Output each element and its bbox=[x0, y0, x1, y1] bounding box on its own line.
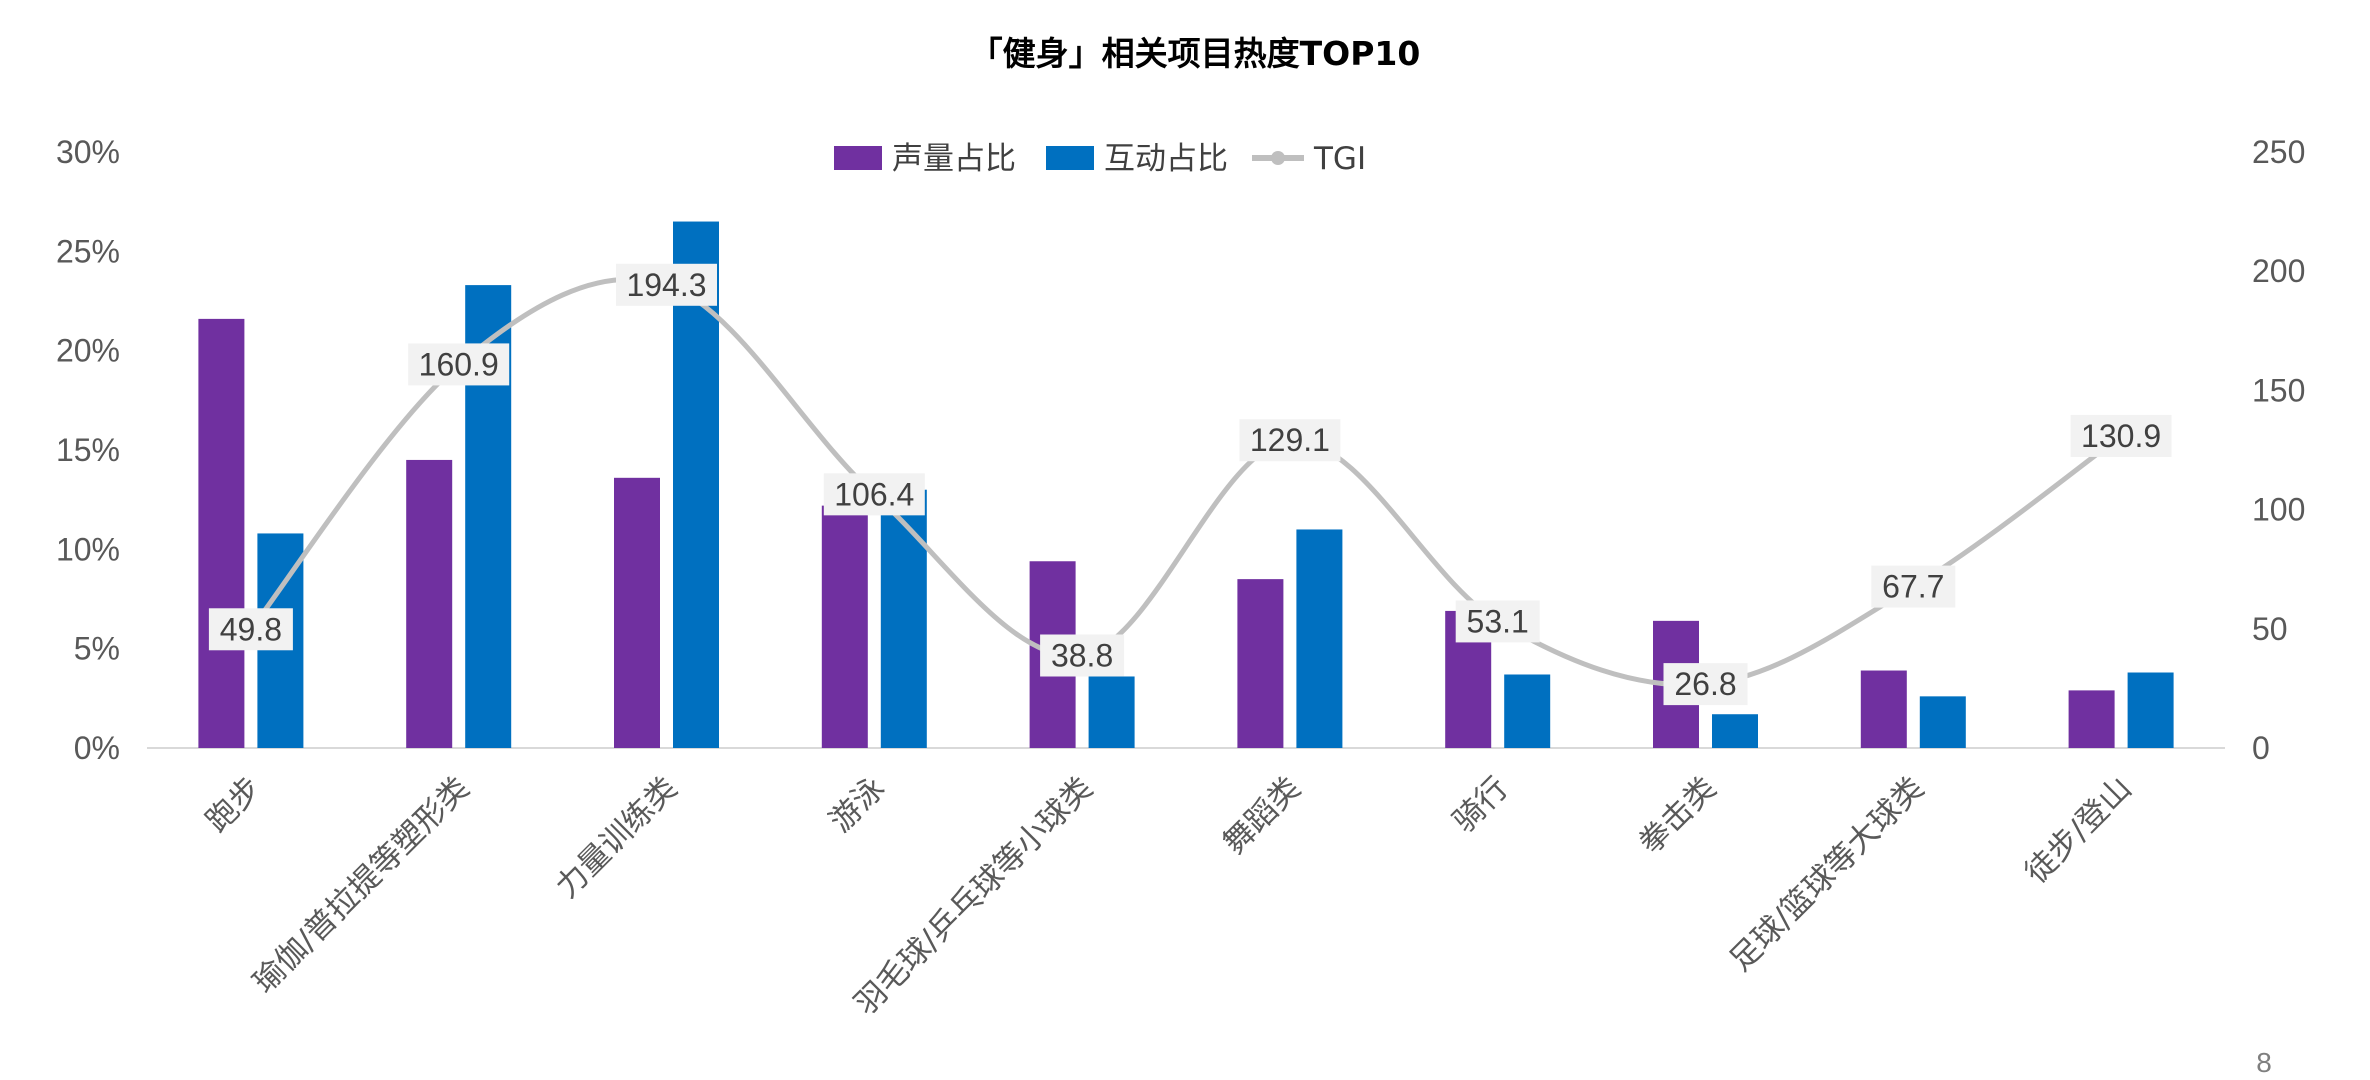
tgi-label-box bbox=[208, 608, 293, 651]
y-right-tick-label: 150 bbox=[2252, 372, 2305, 408]
tgi-data-label: 38.8 bbox=[1051, 638, 1113, 674]
tgi-line-path bbox=[248, 276, 2124, 688]
x-category-label: 骑行 bbox=[1446, 770, 1515, 839]
tgi-line bbox=[248, 276, 2124, 688]
bar-voice-share bbox=[614, 477, 660, 748]
page-number: 8 bbox=[2256, 1047, 2272, 1078]
tgi-label-box bbox=[408, 343, 510, 386]
x-category-label: 跑步 bbox=[199, 770, 268, 839]
y-left-tick-label: 20% bbox=[56, 333, 120, 369]
y-left-tick-label: 5% bbox=[74, 631, 120, 667]
legend-swatch-voice bbox=[834, 146, 882, 170]
bar-interaction-share bbox=[1088, 676, 1135, 748]
legend-label-interaction: 互动占比 bbox=[1104, 141, 1228, 177]
tgi-data-label: 194.3 bbox=[626, 267, 706, 303]
tgi-data-label: 67.7 bbox=[1882, 569, 1944, 605]
x-category-label: 力量训练类 bbox=[549, 770, 684, 905]
bar-interaction-share bbox=[1712, 714, 1758, 748]
y-right-tick-label: 200 bbox=[2252, 253, 2305, 289]
tgi-label-box bbox=[1239, 419, 1341, 462]
legend: 声量占比 互动占比 TGI bbox=[834, 141, 1366, 177]
chart-title: 「健身」相关项目热度TOP10 bbox=[970, 34, 1421, 73]
bar-interaction-share bbox=[2127, 672, 2174, 748]
x-category-label: 拳击类 bbox=[1632, 770, 1723, 861]
bar-voice-share bbox=[821, 505, 868, 748]
tgi-data-label: 26.8 bbox=[1674, 666, 1736, 702]
x-category-label: 游泳 bbox=[823, 770, 892, 839]
bar-voice-share bbox=[1860, 670, 1907, 748]
legend-label-tgi: TGI bbox=[1313, 141, 1366, 177]
x-category-label: 足球/篮球等大球类 bbox=[1723, 770, 1931, 978]
tgi-label-box bbox=[616, 263, 717, 306]
tgi-data-label: 129.1 bbox=[1250, 422, 1330, 458]
y-right-tick-label: 50 bbox=[2252, 611, 2288, 647]
tgi-data-label: 106.4 bbox=[834, 476, 914, 512]
tgi-label-box bbox=[1871, 565, 1956, 608]
y-right-tick-label: 250 bbox=[2252, 134, 2305, 170]
bars bbox=[198, 221, 2174, 749]
tgi-label-box bbox=[1663, 663, 1748, 706]
y-axis-left: 0% 5% 10% 15% 20% 25% 30% bbox=[56, 134, 120, 766]
bar-interaction-share bbox=[1504, 674, 1551, 748]
bar-voice-share bbox=[198, 318, 245, 748]
bar-voice-share bbox=[2068, 690, 2115, 748]
bar-interaction-share bbox=[1919, 696, 1966, 748]
bar-voice-share bbox=[406, 459, 453, 748]
tgi-data-label: 160.9 bbox=[419, 346, 499, 382]
x-category-label: 羽毛球/乒乓球等小球类 bbox=[848, 770, 1100, 1022]
bar-interaction-share bbox=[880, 489, 927, 748]
tgi-data-label: 49.8 bbox=[220, 611, 282, 647]
legend-swatch-interaction bbox=[1046, 146, 1094, 170]
y-left-tick-label: 15% bbox=[56, 432, 120, 468]
bar-interaction-share bbox=[1296, 529, 1343, 748]
tgi-label-box bbox=[1040, 634, 1125, 677]
y-left-tick-label: 30% bbox=[56, 134, 120, 170]
x-category-label: 瑜伽/普拉提等塑形类 bbox=[246, 770, 476, 1000]
legend-label-voice: 声量占比 bbox=[892, 141, 1016, 177]
legend-marker-tgi bbox=[1271, 151, 1285, 165]
tgi-data-label: 130.9 bbox=[2081, 418, 2161, 454]
y-left-tick-label: 25% bbox=[56, 233, 120, 269]
x-category-label: 舞蹈类 bbox=[1216, 770, 1307, 861]
y-right-tick-label: 100 bbox=[2252, 492, 2305, 528]
x-category-label: 徒步/登山 bbox=[2018, 770, 2139, 891]
y-axis-right: 0 50 100 150 200 250 bbox=[2252, 134, 2305, 766]
bar-voice-share bbox=[1237, 579, 1284, 748]
tgi-label-box bbox=[1455, 600, 1540, 643]
tgi-data-labels: 49.8 160.9 194.3 106.4 38.8 129.1 53.1 26.8 67.7… bbox=[208, 263, 2172, 706]
y-left-tick-label: 0% bbox=[74, 730, 120, 766]
tgi-label-box bbox=[2070, 414, 2172, 457]
tgi-label-box bbox=[823, 473, 925, 516]
y-right-tick-label: 0 bbox=[2252, 730, 2270, 766]
y-left-tick-label: 10% bbox=[56, 531, 120, 567]
tgi-data-label: 53.1 bbox=[1467, 603, 1529, 639]
